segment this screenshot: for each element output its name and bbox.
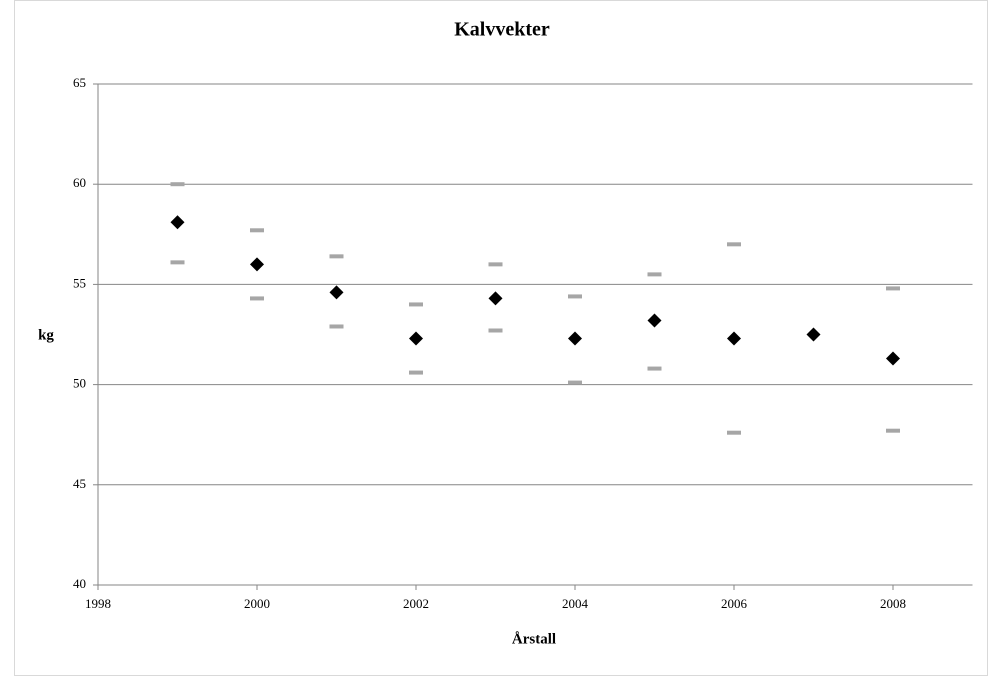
bound-marker (409, 302, 423, 307)
data-point (488, 291, 503, 306)
bound-marker (727, 242, 741, 247)
bound-marker (488, 262, 503, 267)
x-tick-label: 2006 (721, 596, 748, 611)
bound-marker (886, 428, 900, 433)
data-point (806, 327, 821, 342)
x-tick-label: 2000 (244, 596, 270, 611)
bound-marker (568, 380, 582, 385)
data-point (250, 257, 264, 272)
x-tick-label: 1998 (85, 596, 111, 611)
bound-marker (409, 370, 423, 375)
bound-marker (647, 366, 662, 371)
y-tick-label: 65 (73, 75, 86, 90)
bound-marker (329, 324, 344, 329)
data-point (727, 331, 741, 346)
x-tick-label: 2008 (880, 596, 906, 611)
data-point (886, 351, 900, 366)
bound-marker (170, 260, 185, 265)
bound-marker (329, 254, 344, 259)
y-tick-label: 45 (73, 476, 86, 491)
bound-marker (727, 430, 741, 435)
y-tick-label: 50 (73, 376, 86, 391)
bound-marker (250, 228, 264, 233)
data-point (647, 313, 662, 328)
bound-marker (886, 286, 900, 291)
y-tick-label: 55 (73, 275, 86, 290)
bound-marker (647, 272, 662, 277)
data-point (409, 331, 423, 346)
x-tick-label: 2002 (403, 596, 429, 611)
y-tick-label: 40 (73, 576, 86, 591)
data-point (329, 285, 344, 300)
x-axis-title: Årstall (512, 631, 556, 647)
bound-marker (568, 294, 582, 299)
chart-frame (14, 0, 988, 676)
data-point (568, 331, 582, 346)
chart-title: Kalvvekter (454, 19, 550, 41)
x-tick-label: 2004 (562, 596, 589, 611)
data-point (170, 215, 185, 230)
bound-marker (170, 182, 185, 187)
y-axis-title: kg (38, 327, 54, 343)
bound-marker (250, 296, 264, 301)
bound-marker (488, 328, 503, 333)
y-tick-label: 60 (73, 175, 86, 190)
